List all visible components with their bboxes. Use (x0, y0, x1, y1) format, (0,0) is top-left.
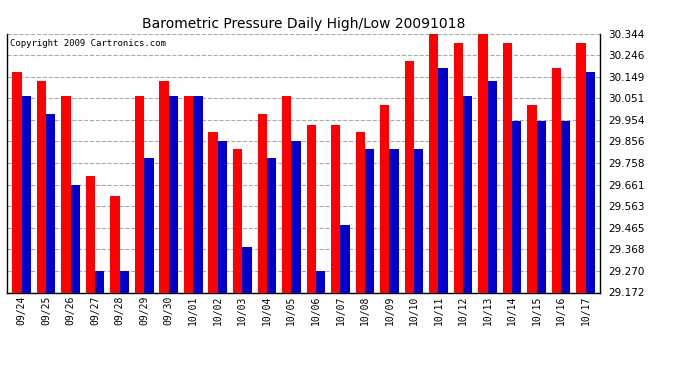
Bar (159, 81, 169, 292)
Bar (208, 132, 218, 292)
Bar (512, 121, 522, 292)
Bar (95, 271, 104, 292)
Bar (552, 68, 561, 292)
Bar (429, 30, 438, 292)
Bar (576, 44, 586, 292)
Bar (184, 96, 193, 292)
Bar (463, 96, 472, 292)
Bar (331, 125, 340, 292)
Bar (119, 271, 129, 292)
Bar (46, 114, 55, 292)
Bar (488, 81, 497, 292)
Bar (169, 96, 178, 292)
Bar (12, 72, 21, 292)
Bar (561, 121, 571, 292)
Bar (282, 96, 291, 292)
Bar (527, 105, 537, 292)
Bar (340, 225, 350, 292)
Bar (110, 196, 119, 292)
Bar (144, 158, 154, 292)
Bar (316, 271, 325, 292)
Bar (257, 114, 267, 292)
Bar (306, 125, 316, 292)
Bar (233, 149, 242, 292)
Bar (37, 81, 46, 292)
Bar (61, 96, 70, 292)
Bar (267, 158, 276, 292)
Bar (478, 30, 488, 292)
Bar (453, 44, 463, 292)
Bar (404, 61, 414, 292)
Bar (355, 132, 365, 292)
Bar (389, 149, 399, 292)
Bar (70, 185, 80, 292)
Bar (86, 176, 95, 292)
Bar (586, 72, 595, 292)
Bar (218, 141, 227, 292)
Bar (380, 105, 389, 292)
Bar (503, 44, 512, 292)
Bar (365, 149, 374, 292)
Bar (193, 96, 203, 292)
Bar (242, 247, 252, 292)
Bar (135, 96, 144, 292)
Bar (21, 96, 31, 292)
Bar (537, 121, 546, 292)
Bar (291, 141, 301, 292)
Text: Copyright 2009 Cartronics.com: Copyright 2009 Cartronics.com (10, 39, 166, 48)
Title: Barometric Pressure Daily High/Low 20091018: Barometric Pressure Daily High/Low 20091… (142, 17, 465, 31)
Bar (438, 68, 448, 292)
Bar (414, 149, 423, 292)
